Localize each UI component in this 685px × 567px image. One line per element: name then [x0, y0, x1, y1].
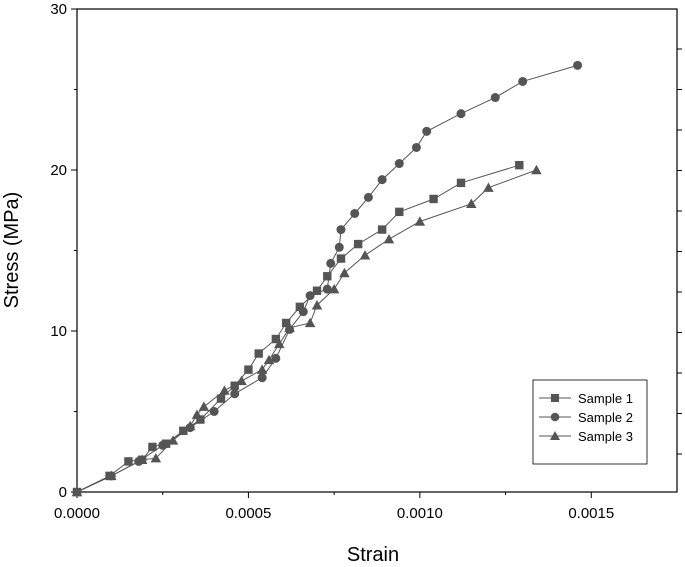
legend-label: Sample 3 — [578, 429, 633, 444]
square-marker — [230, 381, 239, 390]
circle-marker — [271, 353, 281, 363]
square-marker — [395, 207, 404, 217]
circle-marker — [422, 126, 432, 136]
triangle-marker — [219, 385, 230, 395]
legend: Sample 1 Sample 2 Sample 3 — [532, 379, 648, 465]
series-line — [76, 164, 520, 493]
circle-marker — [305, 291, 315, 301]
circle-marker — [230, 389, 240, 399]
triangle-marker — [311, 299, 323, 310]
square-marker — [148, 442, 157, 452]
triangle-marker — [167, 435, 179, 445]
circle-marker — [573, 60, 583, 70]
square-marker — [281, 318, 291, 328]
triangle-marker — [359, 250, 371, 260]
circle-marker — [209, 407, 219, 416]
legend-entry: Sample 1 — [539, 391, 633, 406]
square-marker — [244, 365, 253, 374]
triangle-marker — [256, 364, 268, 374]
circle-marker — [334, 242, 344, 252]
triangle-marker — [191, 409, 203, 419]
x-axis-ticks: 0.0000 0.0005 0.0010 0.0015 — [54, 492, 614, 522]
x-tick-label: 0.0015 — [568, 505, 614, 522]
triangle-marker — [150, 452, 162, 463]
square-marker — [124, 457, 133, 466]
circle-marker — [456, 109, 466, 119]
y-axis-title: Stress (MPa) — [1, 192, 23, 309]
y-axis-ticks: 0 10 20 30 — [50, 1, 77, 501]
triangle-marker — [198, 401, 210, 411]
square-marker — [429, 194, 438, 204]
x-tick-label: 0.0005 — [225, 505, 271, 522]
square-marker — [456, 178, 466, 188]
square-marker — [551, 394, 559, 402]
square-marker — [271, 334, 281, 344]
y-tick-label: 20 — [50, 162, 67, 179]
triangle-marker — [483, 182, 494, 192]
series-layer — [71, 60, 583, 497]
legend-label: Sample 1 — [578, 391, 633, 406]
series-sample-3 — [71, 164, 542, 497]
circle-marker — [322, 284, 332, 294]
circle-marker — [490, 93, 500, 103]
triangle-marker — [383, 233, 395, 244]
legend-entry: Sample 2 — [539, 410, 633, 425]
legend-label: Sample 2 — [578, 410, 633, 425]
circle-marker — [363, 192, 373, 202]
y-tick-label: 30 — [50, 1, 67, 18]
square-marker — [312, 286, 322, 295]
y-tick-label: 0 — [59, 484, 67, 501]
triangle-marker — [263, 354, 275, 365]
circle-marker — [550, 412, 560, 422]
square-marker — [515, 160, 524, 170]
triangle-marker — [184, 420, 196, 431]
square-marker — [254, 349, 263, 358]
square-marker — [179, 426, 188, 436]
triangle-marker — [328, 283, 340, 294]
triangle-marker — [136, 454, 148, 464]
series-line — [76, 169, 537, 493]
y-tick-label: 10 — [50, 323, 67, 340]
square-marker — [295, 302, 305, 312]
triangle-marker — [414, 216, 426, 226]
circle-marker — [257, 373, 267, 383]
x-tick-label: 0.0010 — [397, 505, 443, 522]
square-marker — [216, 394, 226, 403]
x-axis-title: Strain — [347, 544, 399, 566]
square-marker — [353, 239, 363, 249]
circle-marker — [411, 142, 421, 152]
circle-marker — [394, 159, 404, 169]
circle-marker — [298, 307, 308, 317]
circle-marker — [377, 175, 387, 185]
square-marker — [196, 415, 205, 424]
triangle-marker — [274, 338, 285, 349]
circle-marker — [336, 225, 346, 235]
square-marker — [377, 225, 387, 234]
triangle-marker — [466, 198, 477, 209]
square-marker — [336, 254, 346, 263]
square-marker — [323, 272, 332, 281]
triangle-marker — [304, 317, 316, 328]
legend-entry: Sample 3 — [539, 429, 633, 444]
circle-marker — [350, 208, 360, 218]
triangle-marker — [531, 164, 542, 175]
right-axis-ticks — [677, 48, 682, 455]
circle-marker — [326, 258, 336, 268]
series-sample-1 — [72, 160, 524, 497]
triangle-marker — [106, 470, 117, 481]
x-tick-label: 0.0000 — [54, 505, 100, 522]
triangle-marker — [339, 267, 350, 278]
triangle-marker — [284, 322, 295, 332]
circle-marker — [518, 76, 528, 86]
triangle-marker — [71, 486, 83, 497]
triangle-marker — [236, 375, 247, 386]
triangle-marker — [550, 431, 560, 440]
circle-marker — [158, 440, 168, 450]
